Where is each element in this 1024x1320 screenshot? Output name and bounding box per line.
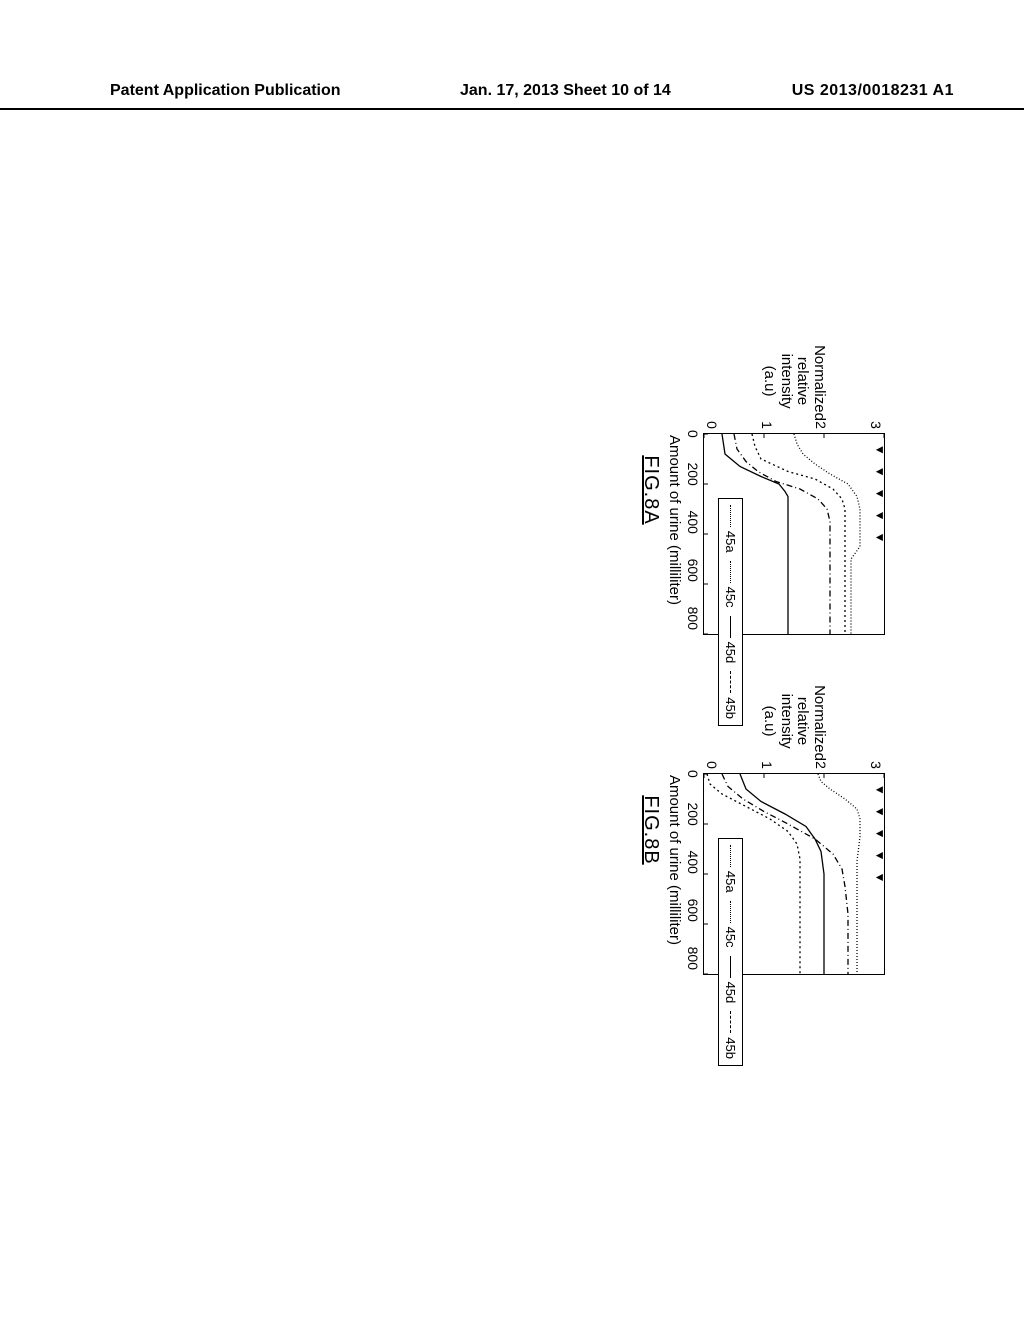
header-middle: Jan. 17, 2013 Sheet 10 of 14 bbox=[460, 82, 671, 100]
arrow-down-icon: ▼ bbox=[874, 784, 886, 796]
header-right: US 2013/0018231 A1 bbox=[792, 82, 954, 100]
arrow-down-icon: ▼ bbox=[874, 531, 886, 543]
legend-label: 45a bbox=[723, 531, 738, 553]
chart-panel-A: Normalizedrelativeintensity(a.u) 3210 45a 4… bbox=[639, 340, 885, 640]
legend-swatch-icon bbox=[730, 505, 731, 527]
x-ticks: 0200400600800 bbox=[685, 430, 701, 630]
legend-item-45a: 45a bbox=[723, 845, 738, 893]
x-axis-label: Amount of urine (milliliter) bbox=[666, 435, 683, 605]
arrow-down-icon: ▼ bbox=[874, 444, 886, 456]
legend-label: 45b bbox=[723, 1037, 738, 1059]
legend-swatch-icon bbox=[730, 671, 731, 693]
arrow-down-icon: ▼ bbox=[874, 871, 886, 883]
legend-swatch-icon bbox=[730, 561, 731, 583]
chart-panel-B: Normalizedrelativeintensity(a.u) 3210 45a 4… bbox=[639, 680, 885, 980]
legend: 45a 45c 45d 45b bbox=[718, 838, 743, 1066]
figure-area: Normalizedrelativeintensity(a.u)321045a4… bbox=[165, 340, 885, 980]
threshold-arrows: ▼ ▼ ▼ ▼ ▼ bbox=[874, 784, 886, 883]
arrow-down-icon: ▼ bbox=[874, 850, 886, 862]
legend-label: 45a bbox=[723, 871, 738, 893]
threshold-arrows: ▼ ▼ ▼ ▼ ▼ bbox=[874, 444, 886, 543]
header-left: Patent Application Publication bbox=[110, 82, 341, 100]
legend-item-45d: 45d bbox=[723, 956, 738, 1004]
arrow-down-icon: ▼ bbox=[874, 828, 886, 840]
legend-item-45c: 45c bbox=[723, 901, 738, 948]
legend-swatch-icon bbox=[730, 616, 731, 638]
x-ticks: 0200400600800 bbox=[685, 770, 701, 970]
page-header: Patent Application Publication Jan. 17, … bbox=[0, 80, 1024, 110]
arrow-down-icon: ▼ bbox=[874, 488, 886, 500]
legend-label: 45d bbox=[723, 642, 738, 664]
legend-item-45a: 45a bbox=[723, 505, 738, 553]
plot-area: 45a45c45d45b▼▼▼▼▼ bbox=[703, 433, 885, 635]
legend-swatch-icon bbox=[730, 956, 731, 978]
legend-item-45b: 45b bbox=[723, 1011, 738, 1059]
legend-label: 45d bbox=[723, 982, 738, 1004]
legend-label: 45c bbox=[723, 587, 738, 608]
y-ticks: 3210 bbox=[704, 761, 884, 769]
series-45a bbox=[794, 434, 860, 634]
legend: 45a 45c 45d 45b bbox=[718, 498, 743, 726]
legend-item-45d: 45d bbox=[723, 616, 738, 664]
y-ticks: 3210 bbox=[704, 421, 884, 429]
legend-swatch-icon bbox=[730, 845, 731, 867]
x-axis-label: Amount of urine (milliliter) bbox=[666, 775, 683, 945]
legend-label: 45b bbox=[723, 697, 738, 719]
arrow-down-icon: ▼ bbox=[874, 510, 886, 522]
legend-swatch-icon bbox=[730, 901, 731, 923]
series-45c bbox=[752, 434, 845, 634]
figure-label: FIG.8B bbox=[639, 795, 662, 864]
legend-swatch-icon bbox=[730, 1011, 731, 1033]
plot-area: 45a45c45d45b▼▼▼▼▼ bbox=[703, 773, 885, 975]
y-axis-label: Normalizedrelativeintensity(a.u) bbox=[761, 685, 827, 757]
legend-item-45c: 45c bbox=[723, 561, 738, 608]
legend-item-45b: 45b bbox=[723, 671, 738, 719]
series-45b bbox=[734, 434, 830, 634]
y-axis-label: Normalizedrelativeintensity(a.u) bbox=[761, 345, 827, 417]
legend-label: 45c bbox=[723, 927, 738, 948]
arrow-down-icon: ▼ bbox=[874, 466, 886, 478]
figure-label: FIG.8A bbox=[639, 455, 662, 524]
arrow-down-icon: ▼ bbox=[874, 806, 886, 818]
